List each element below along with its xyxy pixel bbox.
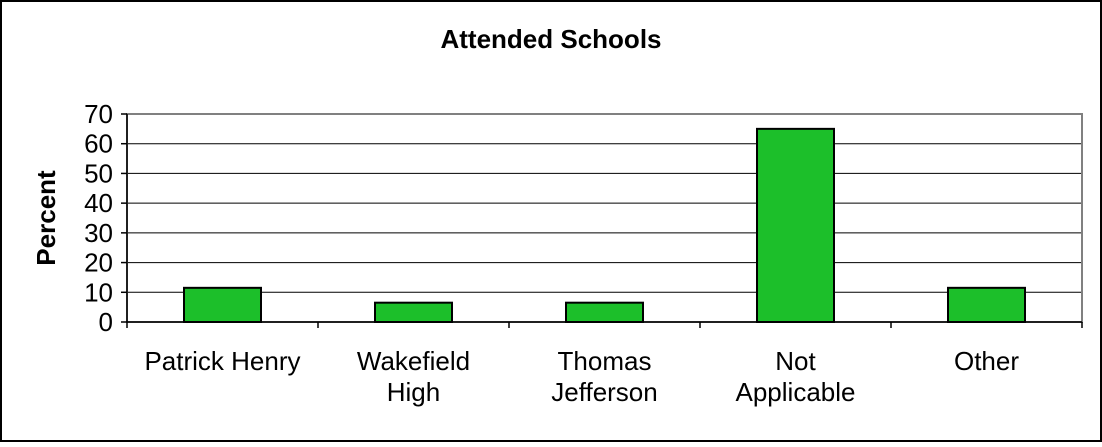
x-tick-label-line: Other [954, 346, 1019, 376]
x-tick-label-line: Not [775, 346, 816, 376]
chart-title: Attended Schools [440, 24, 661, 54]
y-tick-label-2: 20 [84, 248, 113, 278]
x-tick-label-line: Jefferson [551, 377, 657, 407]
x-tick-label-0: Patrick Henry [144, 346, 300, 376]
x-tick-label-line: Wakefield [357, 346, 470, 376]
y-tick-label-1: 10 [84, 277, 113, 307]
x-tick-label-line: High [387, 377, 440, 407]
bar-patrick-henry [183, 286, 262, 324]
bar-wakefield-high [374, 301, 453, 323]
y-axis-title: Percent [31, 170, 61, 266]
x-tick-label-line: Thomas [558, 346, 652, 376]
x-tick-label-2: Thomas Jefferson [551, 346, 657, 407]
y-tick-label-3: 30 [84, 218, 113, 248]
y-tick-label-4: 40 [84, 188, 113, 218]
x-tick-label-line: Patrick Henry [144, 346, 300, 376]
y-tick-label-7: 70 [84, 99, 113, 129]
bar-other [947, 286, 1026, 324]
bar-not-applicable [756, 127, 835, 323]
x-tick-label-3: Not Applicable [736, 346, 856, 407]
y-tick-label-5: 50 [84, 158, 113, 188]
x-tick-label-line: Applicable [736, 377, 856, 407]
y-tick-label-6: 60 [84, 129, 113, 159]
x-tick-label-1: Wakefield High [357, 346, 470, 407]
bar-thomas-jefferson [565, 301, 644, 323]
y-tick-label-0: 0 [99, 307, 113, 337]
x-tick-label-4: Other [954, 346, 1019, 376]
